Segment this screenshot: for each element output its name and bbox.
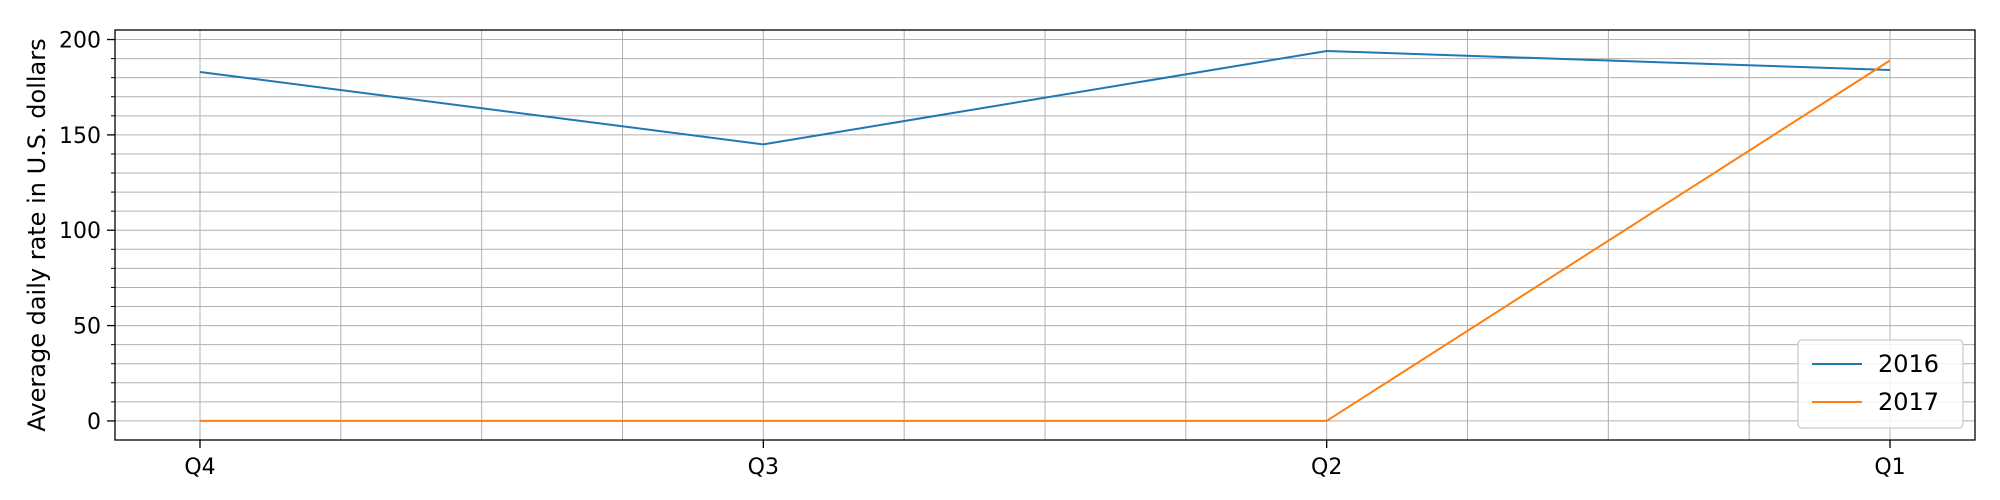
y-tick-label: 200 — [59, 29, 101, 54]
y-axis: 0 50 100 150 200 — [59, 29, 115, 435]
series-line-2016 — [199, 49, 1891, 146]
y-tick-label: 150 — [59, 124, 101, 149]
legend-label-2016: 2016 — [1878, 350, 1939, 378]
x-tick-label: Q4 — [184, 455, 215, 480]
legend: 2016 2017 — [1797, 339, 1964, 429]
plot-frame — [114, 29, 1976, 441]
series-line-2017 — [200, 59, 1891, 422]
y-tick-label: 50 — [73, 315, 101, 340]
x-tick-label: Q3 — [748, 455, 779, 480]
legend-label-2017: 2017 — [1878, 388, 1939, 416]
x-tick-label: Q2 — [1311, 455, 1342, 480]
legend-box — [1797, 339, 1964, 429]
y-axis-title: Average daily rate in U.S. dollars — [23, 38, 51, 431]
x-tick-label: Q1 — [1874, 455, 1905, 480]
grid — [115, 30, 1975, 440]
x-axis: Q4 Q3 Q2 Q1 — [184, 440, 1906, 480]
y-tick-label: 0 — [87, 410, 101, 435]
y-tick-label: 100 — [59, 219, 101, 244]
series-lines — [199, 49, 1891, 422]
